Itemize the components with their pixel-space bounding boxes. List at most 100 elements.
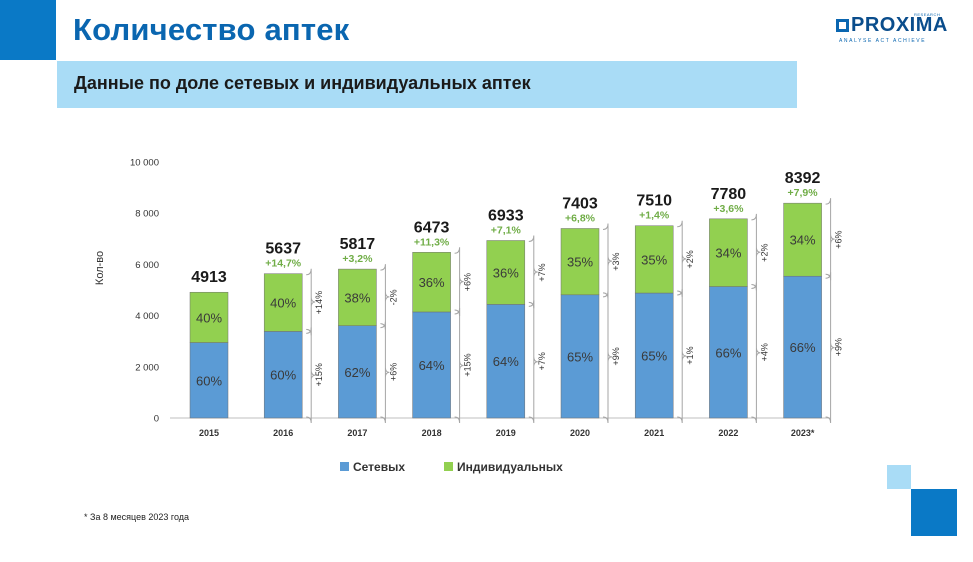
growth-label-network: +15% [314, 363, 324, 386]
bar-individual [338, 268, 377, 326]
growth-label-individual: +7% [537, 263, 547, 281]
total-growth-label: +14,7% [265, 258, 302, 270]
total-growth-label: +1,4% [639, 210, 670, 222]
data-label-network: 66% [715, 345, 741, 360]
bar-individual [560, 228, 600, 296]
logo-name: PROXIMA [851, 14, 948, 36]
total-growth-label: +3,2% [342, 253, 373, 265]
total-growth-label: +3,6% [713, 203, 744, 215]
growth-label-individual: -2% [388, 289, 398, 305]
brace-individual [825, 198, 835, 281]
brace-individual [454, 247, 464, 316]
logo-tagline: ANALYSE ACT ACHIEVE [839, 38, 927, 44]
data-label-network: 66% [790, 340, 816, 355]
growth-label-individual: +2% [685, 250, 695, 268]
data-label-network: 60% [196, 373, 222, 388]
growth-label-individual: +6% [834, 231, 844, 249]
bar-network [560, 294, 600, 419]
data-label-network: 65% [567, 349, 593, 364]
bar-individual [189, 291, 229, 343]
total-label: 6933 [488, 208, 524, 225]
total-label: 7780 [711, 186, 747, 203]
x-tick-label: 2022 [718, 428, 738, 438]
y-tick-label: 8 000 [135, 209, 159, 220]
legend-item-individual: Индивидуальных [444, 460, 563, 474]
growth-label-network: +9% [611, 347, 621, 365]
total-label: 8392 [785, 170, 821, 187]
subtitle-band: Данные по доле сетевых и индивидуальных … [57, 61, 797, 108]
footnote: * За 8 месяцев 2023 года [84, 512, 190, 522]
bar-individual [783, 202, 822, 277]
total-label: 4913 [191, 269, 227, 286]
data-label-individual: 36% [493, 265, 519, 280]
legend-item-network: Сетевых [340, 460, 405, 474]
total-growth-label: +6,8% [565, 212, 596, 224]
bar-network [338, 325, 377, 419]
bar-network [412, 311, 451, 419]
brace-individual [380, 264, 390, 330]
bar-individual [634, 225, 674, 294]
bar-individual [709, 218, 748, 287]
data-label-individual: 35% [567, 255, 593, 270]
y-tick-label: 0 [154, 414, 159, 425]
total-label: 5817 [340, 236, 376, 253]
data-label-individual: 34% [790, 233, 816, 248]
growth-label-network: +7% [537, 352, 547, 370]
x-tick-label: 2018 [422, 428, 442, 438]
corner-decoration [0, 0, 56, 60]
logo: PROXIMA RESEARCH ANALYSE ACT ACHIEVE [836, 12, 947, 46]
data-label-individual: 38% [344, 290, 370, 305]
total-label: 6473 [414, 219, 450, 236]
data-label-individual: 40% [270, 296, 296, 311]
brace-individual [751, 213, 761, 291]
growth-label-individual: +3% [611, 253, 621, 271]
total-label: 7510 [636, 193, 672, 210]
legend-swatch-individual [444, 462, 453, 472]
brace-individual [306, 268, 316, 336]
data-label-individual: 36% [419, 275, 445, 290]
x-tick-label: 2023* [791, 428, 815, 438]
bar-network [189, 342, 229, 419]
brace-individual [602, 223, 613, 299]
legend-label-network: Сетевых [353, 460, 406, 474]
corner-square-light [887, 465, 911, 489]
data-label-network: 60% [270, 368, 296, 383]
corner-square-dark [911, 489, 957, 536]
bar-individual [263, 273, 303, 332]
page-subtitle: Данные по доле сетевых и индивидуальных … [74, 73, 531, 93]
growth-label-network: +1% [685, 346, 695, 364]
data-label-network: 62% [344, 365, 370, 380]
data-label-individual: 40% [196, 310, 222, 325]
x-tick-label: 2021 [644, 428, 664, 438]
total-label: 5637 [265, 241, 301, 258]
y-tick-label: 10 000 [130, 158, 159, 169]
y-tick-label: 2 000 [135, 362, 159, 373]
x-tick-label: 2020 [570, 428, 590, 438]
bar-individual [486, 240, 526, 305]
data-label-network: 64% [493, 354, 519, 369]
bar-network [486, 304, 526, 419]
x-tick-label: 2017 [347, 428, 367, 438]
logo-research: RESEARCH [914, 12, 941, 17]
brace-individual [677, 220, 687, 298]
x-tick-label: 2019 [496, 428, 516, 438]
data-label-individual: 35% [641, 252, 667, 267]
data-label-network: 65% [641, 349, 667, 364]
x-tick-label: 2016 [273, 428, 293, 438]
bar-network [709, 286, 748, 419]
page-title: Количество аптек [73, 12, 350, 47]
total-growth-label: +7,1% [491, 225, 522, 237]
bar-network [634, 292, 674, 419]
growth-label-network: +9% [834, 338, 844, 356]
total-growth-label: +11,3% [414, 236, 450, 248]
total-label: 7403 [562, 195, 598, 212]
x-tick-label: 2015 [199, 428, 219, 438]
growth-label-individual: +2% [759, 244, 769, 262]
legend-swatch-network [340, 462, 349, 472]
y-tick-label: 6 000 [135, 260, 159, 271]
legend-label-individual: Индивидуальных [457, 460, 563, 474]
growth-label-network: +4% [759, 343, 769, 361]
y-tick-label: 4 000 [135, 311, 159, 322]
growth-label-network: +6% [388, 363, 398, 381]
bar-network [263, 331, 303, 419]
